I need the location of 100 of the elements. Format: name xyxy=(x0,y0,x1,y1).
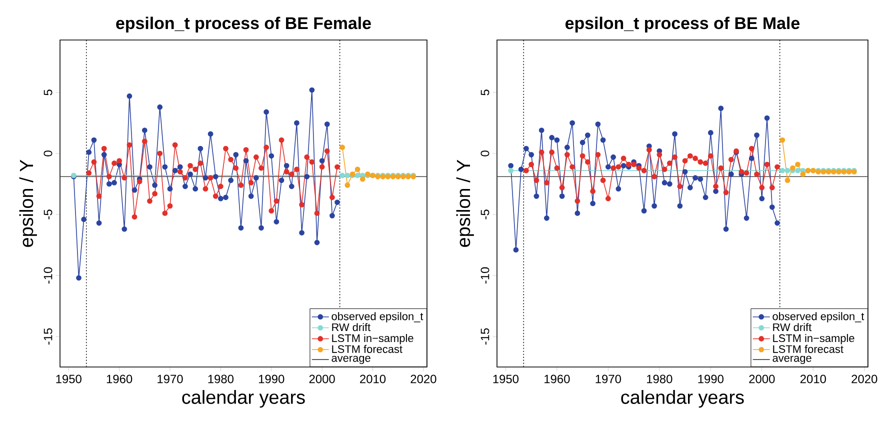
point xyxy=(212,174,218,180)
point xyxy=(723,226,729,232)
point xyxy=(264,144,269,150)
point xyxy=(309,159,315,165)
point xyxy=(754,172,760,177)
point xyxy=(784,168,790,174)
point xyxy=(784,178,790,184)
point xyxy=(759,196,765,202)
point xyxy=(528,152,534,158)
point xyxy=(713,184,718,190)
x-tick-label: 2000 xyxy=(309,374,335,384)
point xyxy=(538,150,544,155)
x-tick-label: 2010 xyxy=(800,374,826,384)
point xyxy=(172,168,178,174)
point xyxy=(702,160,708,166)
point xyxy=(324,148,330,154)
point xyxy=(334,164,340,170)
point xyxy=(580,140,586,146)
x-tick-label: 1970 xyxy=(596,374,622,384)
point xyxy=(780,168,786,174)
x-tick-label: 1970 xyxy=(158,374,183,384)
point xyxy=(268,208,274,214)
legend-label: RW drift xyxy=(332,323,371,332)
point xyxy=(652,174,657,180)
point xyxy=(672,154,678,160)
point xyxy=(518,166,524,172)
point xyxy=(677,203,683,209)
point xyxy=(212,193,218,199)
point xyxy=(223,146,228,152)
point xyxy=(744,215,750,221)
point xyxy=(723,190,729,196)
point xyxy=(600,137,606,143)
x-tick-label: 1980 xyxy=(208,374,234,384)
point xyxy=(595,152,601,158)
point xyxy=(81,216,87,222)
point xyxy=(646,147,652,153)
point xyxy=(554,137,560,143)
point xyxy=(692,156,698,162)
point xyxy=(284,162,290,168)
point xyxy=(167,203,173,209)
x-tick-label: 1980 xyxy=(647,374,672,384)
point xyxy=(223,194,228,200)
point xyxy=(564,152,570,158)
point xyxy=(162,210,168,216)
point xyxy=(662,166,668,172)
point xyxy=(610,154,616,160)
point xyxy=(288,184,294,190)
legend-label: LSTM forecast xyxy=(773,344,844,353)
point xyxy=(590,200,596,206)
point xyxy=(702,194,708,200)
point xyxy=(188,162,193,168)
point xyxy=(698,176,704,182)
point xyxy=(769,204,775,210)
point xyxy=(132,187,138,193)
y-tick-label: -15 xyxy=(44,328,52,345)
point xyxy=(76,275,82,281)
point xyxy=(774,164,780,170)
point xyxy=(294,120,300,126)
point xyxy=(616,186,622,192)
point xyxy=(218,184,224,190)
point xyxy=(330,213,335,218)
x-tick-label: 2020 xyxy=(852,374,878,384)
point xyxy=(718,165,724,171)
point xyxy=(172,142,178,148)
point xyxy=(152,182,158,188)
point xyxy=(198,160,204,166)
point xyxy=(309,87,315,93)
point xyxy=(508,168,514,174)
legend-label: LSTM in−sample xyxy=(332,334,414,344)
x-tick-label: 1990 xyxy=(698,374,724,384)
y-axis-title: epsilon / Y xyxy=(19,160,37,247)
y-tick-label: 0 xyxy=(480,150,490,156)
point xyxy=(528,162,534,168)
x-tick-label: 2010 xyxy=(360,374,386,384)
point xyxy=(198,146,204,152)
point xyxy=(534,178,540,184)
point xyxy=(330,194,335,200)
point xyxy=(147,164,152,170)
point xyxy=(202,186,208,192)
point xyxy=(738,169,744,174)
point xyxy=(620,156,626,162)
point xyxy=(795,162,800,168)
point xyxy=(258,225,264,231)
point xyxy=(122,175,128,181)
point xyxy=(652,203,657,209)
x-tick-label: 1960 xyxy=(544,374,570,384)
point xyxy=(790,165,796,171)
point xyxy=(524,168,529,174)
point xyxy=(91,137,97,143)
point xyxy=(682,158,688,164)
legend-label: LSTM forecast xyxy=(332,344,402,353)
point xyxy=(570,164,575,170)
point xyxy=(253,154,259,160)
point xyxy=(354,166,360,172)
point xyxy=(319,164,325,170)
point xyxy=(167,186,173,192)
y-tick-label: 5 xyxy=(44,90,52,96)
point xyxy=(344,172,350,178)
point xyxy=(713,188,718,194)
point xyxy=(314,210,320,216)
